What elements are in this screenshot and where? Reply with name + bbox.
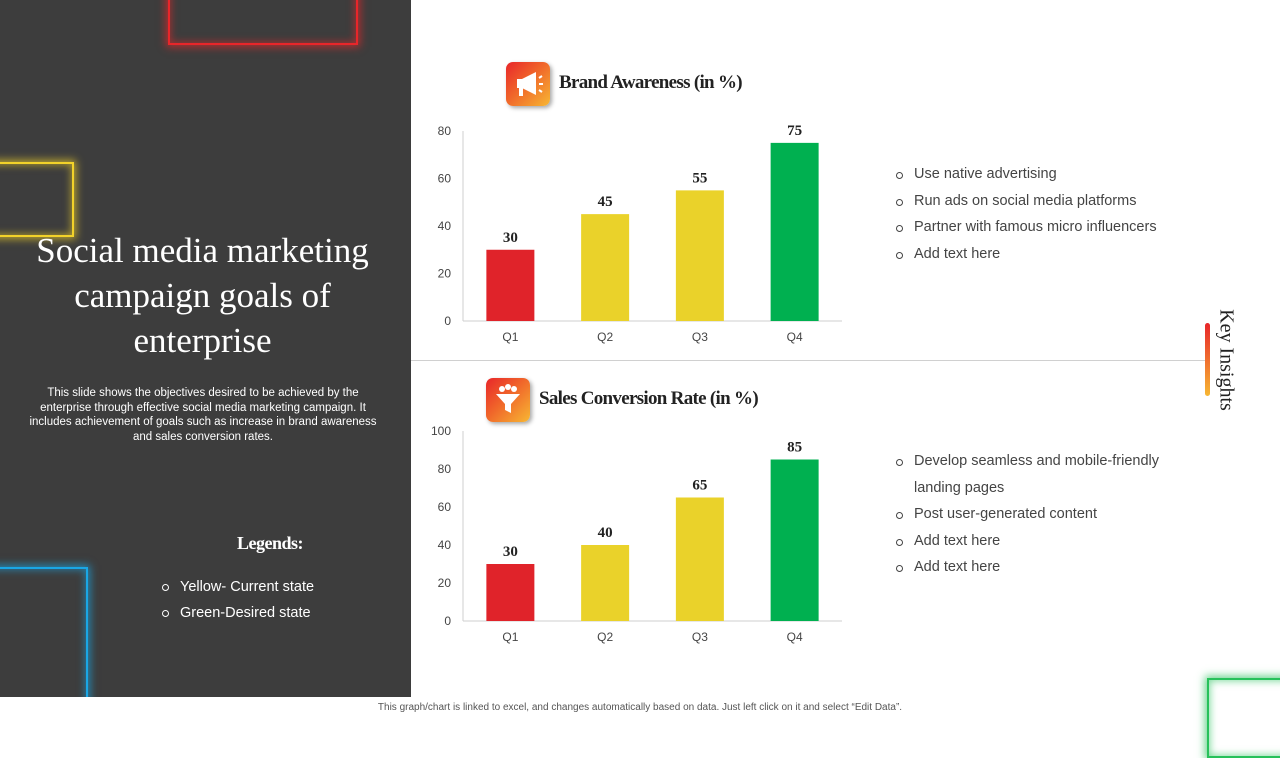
y-tick-label: 20	[438, 576, 452, 590]
insight-item: Add text here	[896, 554, 1196, 581]
bullet-circle-icon	[162, 609, 169, 617]
insight-text: Partner with famous micro influencers	[914, 219, 1157, 235]
data-label: 45	[598, 194, 613, 210]
legend-item-label: Yellow- Current state	[180, 579, 315, 595]
brand-awareness-chart: 0 20 40 60 80 30 Q1 45 Q2 55 Q3 75 Q4	[438, 123, 842, 344]
section-divider	[411, 360, 1206, 361]
neon-blue-frame	[0, 567, 88, 697]
bullet-circle-icon	[896, 251, 903, 259]
bar-q4	[770, 459, 819, 621]
bullet-circle-icon	[162, 583, 169, 591]
y-tick-label: 80	[438, 124, 452, 138]
bar-q2	[581, 545, 630, 621]
insight-text: Add text here	[914, 532, 1001, 549]
insight-item: Run ads on social media platforms	[896, 188, 1196, 215]
slide-title: Social media marketing campaign goals of…	[36, 231, 369, 360]
chart-title: Sales Conversion Rate (in %)	[539, 388, 759, 409]
bar-q3	[675, 190, 724, 321]
slide-description: This slide shows the objectives desired …	[29, 387, 377, 443]
x-tick-label: Q1	[502, 330, 518, 344]
x-tick-label: Q1	[502, 630, 518, 644]
funnel-icon	[486, 378, 530, 422]
bullet-circle-icon	[896, 198, 903, 206]
insight-text: Run ads on social media platforms	[914, 192, 1137, 209]
data-label: 75	[787, 123, 802, 139]
bullet-circle-icon	[896, 565, 903, 572]
neon-red-frame	[168, 0, 358, 45]
y-tick-label: 100	[431, 424, 451, 438]
bar-q3	[675, 497, 724, 621]
y-tick-label: 60	[438, 500, 452, 514]
megaphone-icon	[506, 62, 550, 106]
legend-list: Yellow- Current state Green-Desired stat…	[162, 574, 314, 626]
insight-text: Use native advertising	[914, 166, 1057, 182]
left-panel: Social media marketing campaign goals of…	[0, 0, 411, 697]
insight-item: Add text here	[896, 528, 1196, 555]
insight-item: Add text here	[896, 241, 1196, 268]
data-label: 85	[787, 440, 802, 456]
y-tick-label: 60	[438, 172, 452, 186]
x-tick-label: Q3	[692, 630, 708, 644]
footer-note: This graph/chart is linked to excel, and…	[377, 702, 903, 713]
x-tick-label: Q4	[787, 630, 803, 644]
brand-insights-list: Use native advertising Run ads on social…	[896, 161, 1196, 267]
legend-item-current: Yellow- Current state	[162, 574, 314, 600]
sales-insights-list: Develop seamless and mobile-friendly lan…	[896, 448, 1196, 581]
neon-yellow-frame	[0, 162, 74, 237]
insight-text: Add text here	[914, 245, 1001, 262]
y-tick-label: 0	[444, 314, 451, 328]
x-tick-label: Q2	[597, 630, 613, 644]
y-tick-label: 0	[444, 614, 451, 628]
y-tick-label: 80	[438, 462, 452, 476]
key-insights-label: Key Insights	[1215, 309, 1238, 411]
bar-q2	[581, 214, 630, 321]
y-tick-label: 40	[438, 219, 452, 233]
chart-title: Brand Awareness (in %)	[559, 72, 743, 93]
insight-item: Post user-generated content	[896, 501, 1196, 528]
key-insights-accent	[1205, 323, 1210, 396]
x-tick-label: Q4	[787, 330, 803, 344]
data-label: 55	[692, 170, 707, 186]
bar-q1	[486, 564, 535, 621]
data-label: 30	[503, 230, 518, 246]
insight-item: Partner with famous micro influencers	[896, 214, 1196, 241]
y-tick-label: 20	[438, 267, 452, 281]
bullet-circle-icon	[896, 512, 903, 519]
insight-text: Develop seamless and mobile-friendly lan…	[914, 453, 1160, 496]
legend-item-desired: Green-Desired state	[162, 600, 314, 626]
insight-text: Add text here	[914, 559, 1001, 575]
bullet-circle-icon	[896, 538, 903, 546]
sales-conversion-chart: 0 20 40 60 80 100 30 Q1 40 Q2 65 Q3 85 Q4	[431, 424, 842, 644]
insight-item: Develop seamless and mobile-friendly lan…	[896, 448, 1196, 501]
y-tick-label: 40	[438, 538, 452, 552]
legend-item-label: Green-Desired state	[180, 605, 311, 621]
insight-text: Post user-generated content	[914, 506, 1097, 522]
bullet-circle-icon	[896, 225, 903, 232]
bullet-circle-icon	[896, 172, 903, 179]
data-label: 40	[598, 525, 613, 541]
bullet-circle-icon	[896, 459, 903, 466]
insight-item: Use native advertising	[896, 161, 1196, 188]
legends-heading: Legends:	[236, 533, 304, 553]
x-tick-label: Q2	[597, 330, 613, 344]
bar-q1	[486, 249, 535, 321]
bar-q4	[770, 142, 819, 321]
x-tick-label: Q3	[692, 330, 708, 344]
data-label: 30	[503, 544, 518, 560]
data-label: 65	[692, 478, 707, 494]
